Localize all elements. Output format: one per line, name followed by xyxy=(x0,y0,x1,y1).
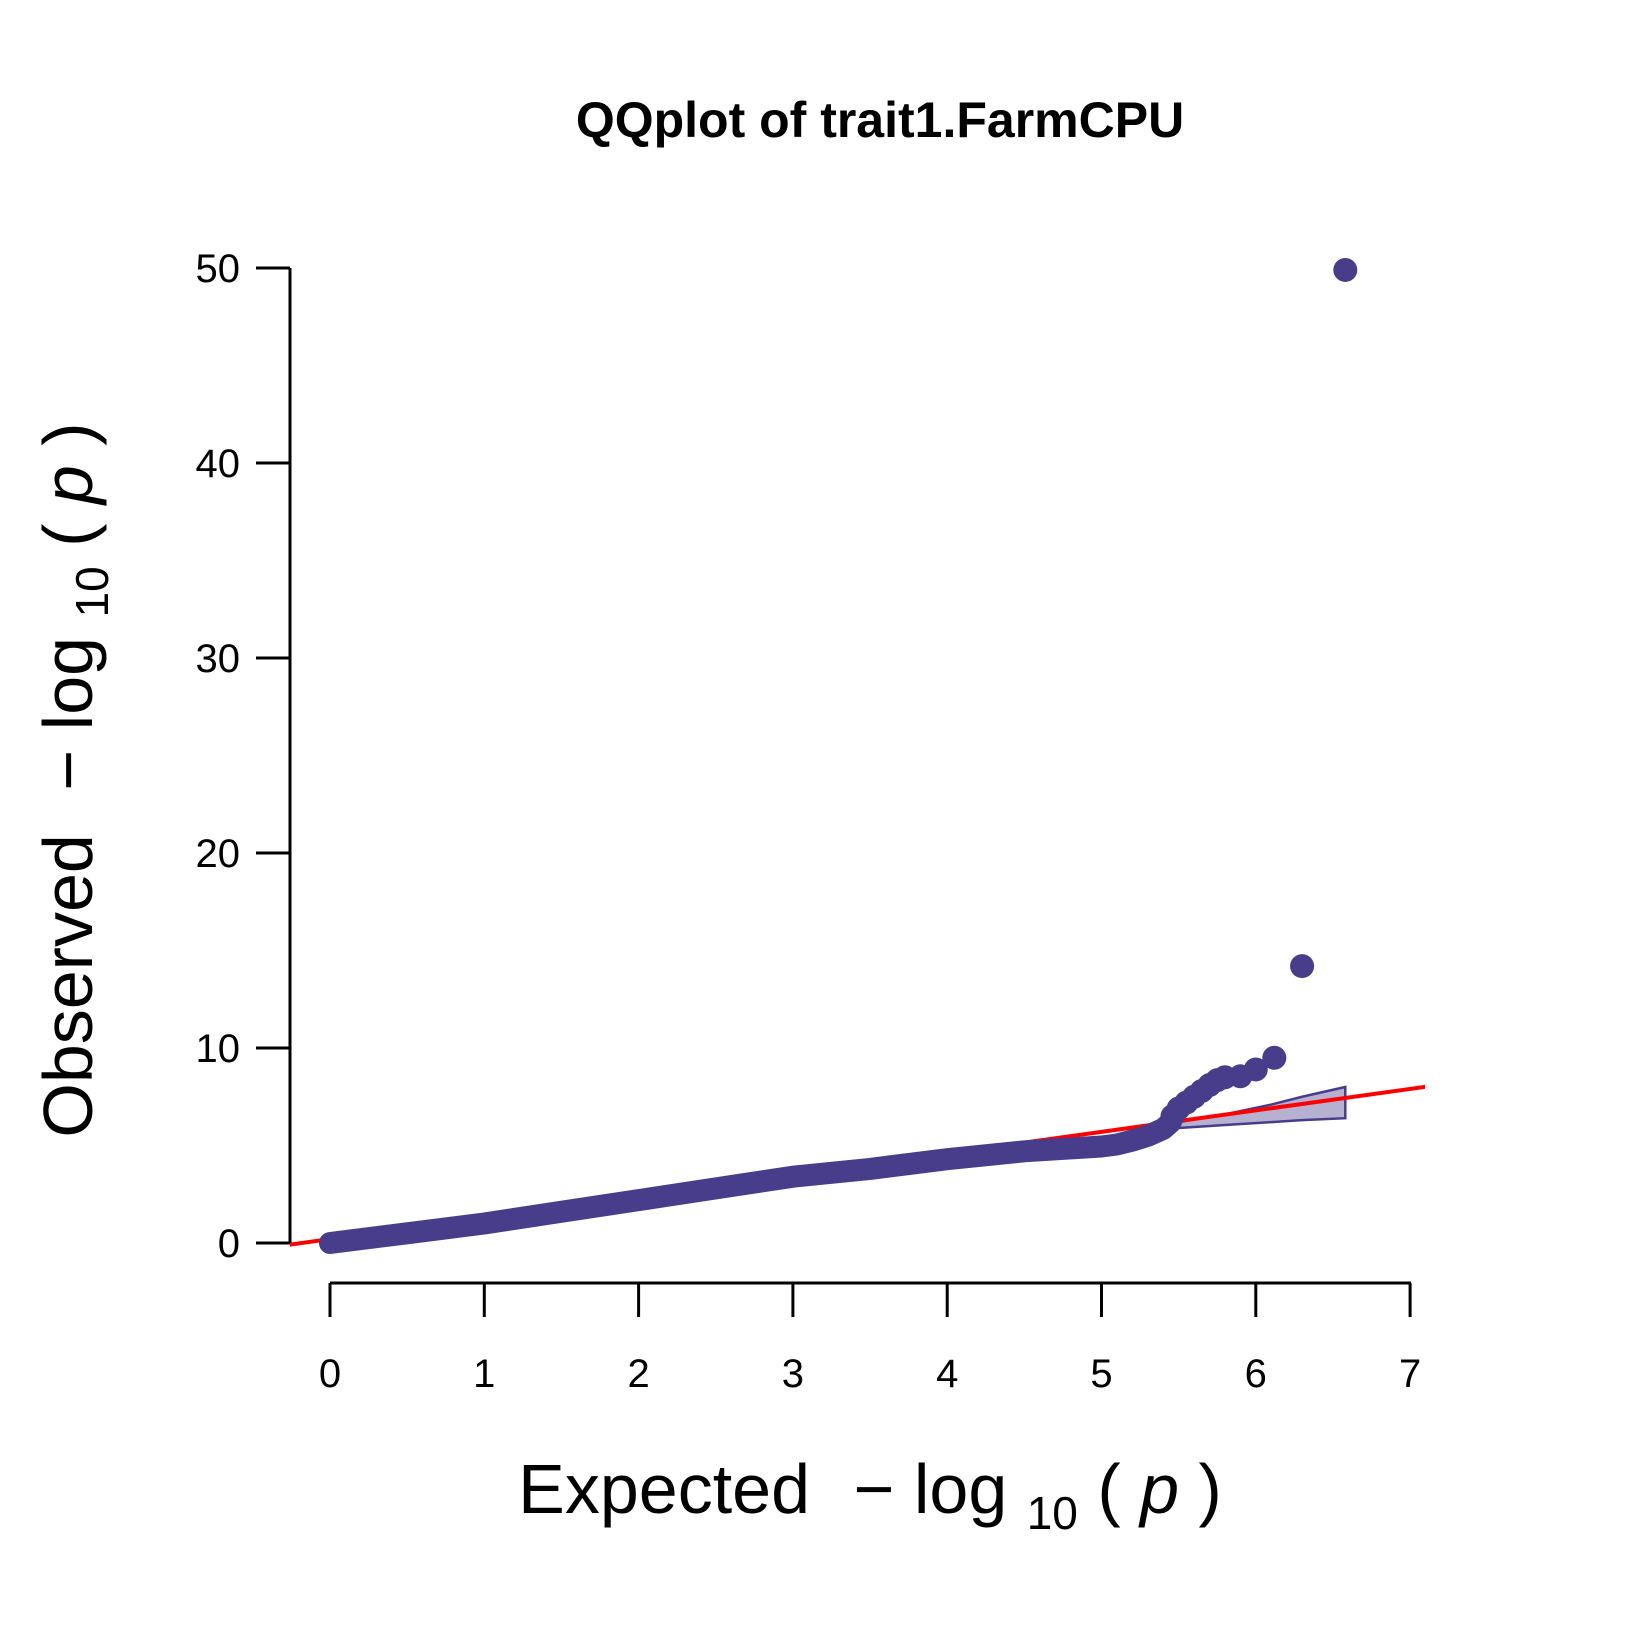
x-axis-title-prefix: Expected xyxy=(518,1450,810,1528)
chart-title: QQplot of trait1.FarmCPU xyxy=(576,92,1184,148)
x-tick-label: 3 xyxy=(782,1352,804,1396)
y-ticks: 0 10 20 30 40 50 xyxy=(196,247,290,1266)
observed-point xyxy=(1290,954,1315,979)
points-layer xyxy=(319,257,1358,1254)
x-tick-label: 1 xyxy=(473,1352,495,1396)
y-tick-label: 20 xyxy=(196,832,241,876)
y-tick-label: 0 xyxy=(218,1222,240,1266)
x-axis-title-base: 10 xyxy=(1027,1487,1078,1539)
observed-point xyxy=(1333,257,1358,282)
y-axis-title-minus: − xyxy=(29,750,107,791)
y-axis-title-base: 10 xyxy=(66,566,118,617)
x-tick-label: 2 xyxy=(627,1352,649,1396)
x-axis-title-log: log xyxy=(914,1450,1007,1528)
x-ticks: 0 1 2 3 4 5 6 7 xyxy=(319,1283,1421,1396)
y-axis-title: Observed − log 10 ( p ) xyxy=(29,422,123,1137)
x-tick-label: 7 xyxy=(1399,1352,1421,1396)
observed-point xyxy=(1243,1057,1268,1082)
y-axis-title-prefix: Observed xyxy=(29,834,107,1137)
y-tick-label: 50 xyxy=(196,247,241,291)
observed-point xyxy=(1262,1045,1287,1070)
y-tick-label: 40 xyxy=(196,442,241,486)
x-tick-label: 5 xyxy=(1090,1352,1112,1396)
y-tick-label: 30 xyxy=(196,637,241,681)
y-tick-label: 10 xyxy=(196,1027,241,1071)
y-axis-title-paren-open: ( xyxy=(29,524,107,547)
x-axis-title-minus: − xyxy=(854,1450,895,1528)
observed-points-dense xyxy=(319,1111,1182,1254)
x-axis-title-paren-open: ( xyxy=(1097,1450,1120,1528)
x-axis-title-paren-close: ) xyxy=(1199,1450,1222,1528)
x-tick-label: 6 xyxy=(1245,1352,1267,1396)
plot-area xyxy=(290,257,1425,1254)
x-axis-title-p: p xyxy=(1138,1450,1179,1528)
x-tick-label: 0 xyxy=(319,1352,341,1396)
y-axis-title-paren-close: ) xyxy=(29,422,107,445)
y-axis-title-p: p xyxy=(29,465,107,506)
x-axis-title: Expected − log 10 ( p ) xyxy=(518,1450,1222,1544)
y-axis-title-log: log xyxy=(29,637,107,730)
x-tick-label: 4 xyxy=(936,1352,958,1396)
